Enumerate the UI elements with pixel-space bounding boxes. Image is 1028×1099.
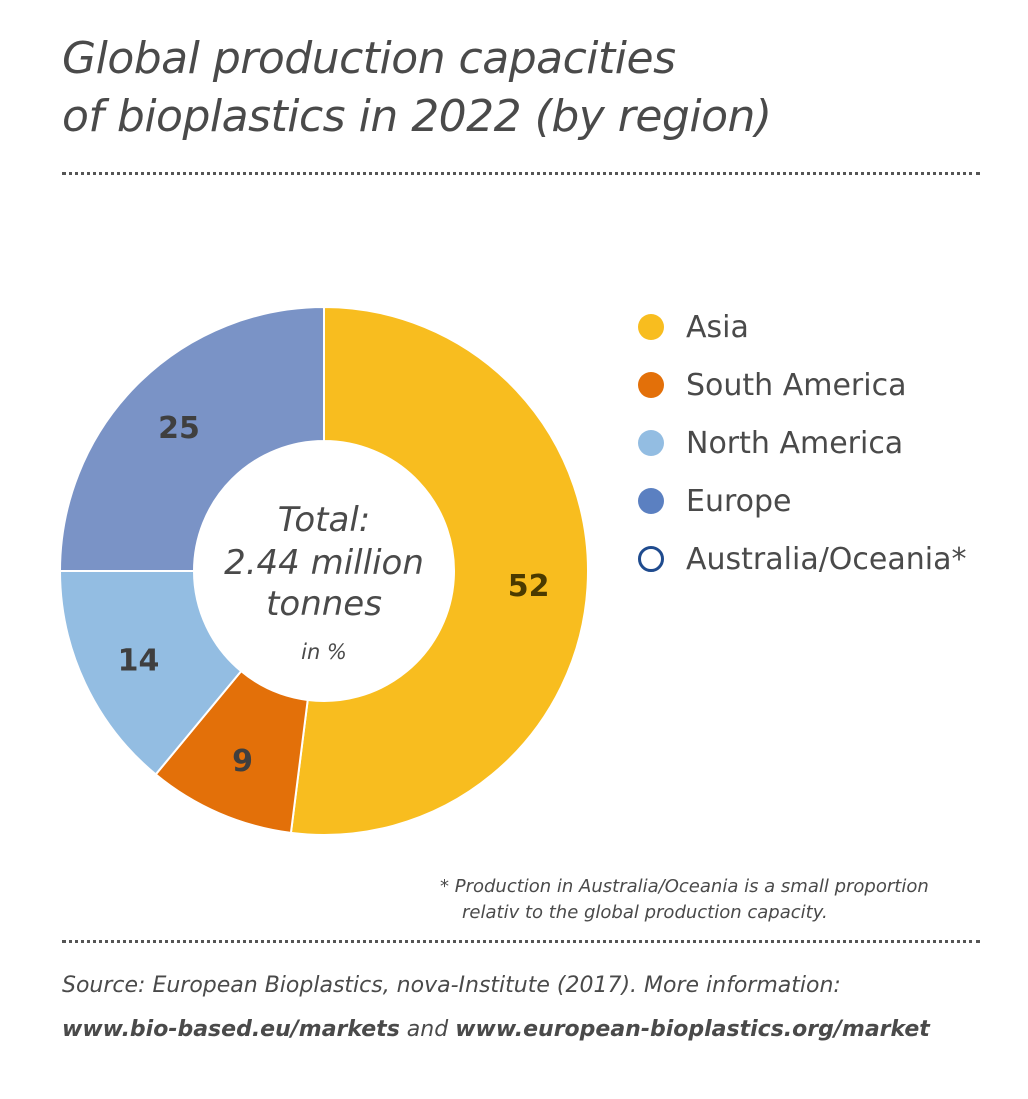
legend-label: South America — [686, 367, 907, 403]
legend-item-asia: Asia — [638, 298, 967, 356]
chart-title: Global production capacities of bioplast… — [62, 30, 772, 146]
legend-swatch — [638, 314, 664, 340]
source-link-bio-based[interactable]: www.bio-based.eu/markets — [62, 1017, 400, 1042]
legend-item-north-america: North America — [638, 414, 967, 472]
source-divider — [62, 940, 980, 943]
slice-north-america — [58, 570, 243, 776]
center-unit-note: in % — [301, 640, 347, 664]
legend: Asia South America North America Europe Aust… — [638, 298, 967, 588]
slice-europe — [58, 305, 325, 572]
source-links: www.bio-based.eu/markets and www.europea… — [62, 1008, 930, 1052]
footnote-line-2: relativ to the global production capacit… — [462, 902, 828, 923]
legend-item-south-america: South America — [638, 356, 967, 414]
legend-label: North America — [686, 425, 904, 461]
value-label-asia: 52 — [508, 569, 550, 604]
slice-asia — [289, 305, 589, 836]
legend-label: Europe — [686, 483, 792, 519]
source-and: and — [399, 1017, 456, 1042]
source-note: Source: European Bioplastics, nova-Insti… — [62, 964, 930, 1052]
value-label-europe: 25 — [158, 411, 200, 446]
center-total-label: Total: — [278, 500, 370, 540]
source-text: Source: European Bioplastics, nova-Insti… — [62, 973, 841, 998]
center-total-unit: tonnes — [266, 584, 382, 624]
value-label-south-america: 9 — [232, 744, 253, 779]
source-link-european-bioplastics[interactable]: www.european-bioplastics.org/market — [455, 1017, 930, 1042]
title-divider — [62, 172, 980, 175]
value-label-north-america: 14 — [118, 643, 160, 678]
footnote-line-1: * Production in Australia/Oceania is a s… — [440, 876, 929, 897]
footnote: * Production in Australia/Oceania is a s… — [440, 874, 929, 926]
legend-swatch — [638, 430, 664, 456]
legend-swatch — [638, 372, 664, 398]
legend-label: Australia/Oceania* — [686, 541, 967, 577]
title-line-2: of bioplastics in 2022 (by region) — [62, 91, 772, 142]
title-line-1: Global production capacities — [62, 33, 676, 84]
center-total-value: 2.44 million — [224, 543, 424, 583]
legend-item-australia-oceania: Australia/Oceania* — [638, 530, 967, 588]
legend-label: Asia — [686, 309, 749, 345]
legend-swatch — [638, 546, 664, 572]
legend-swatch — [638, 488, 664, 514]
legend-item-europe: Europe — [638, 472, 967, 530]
